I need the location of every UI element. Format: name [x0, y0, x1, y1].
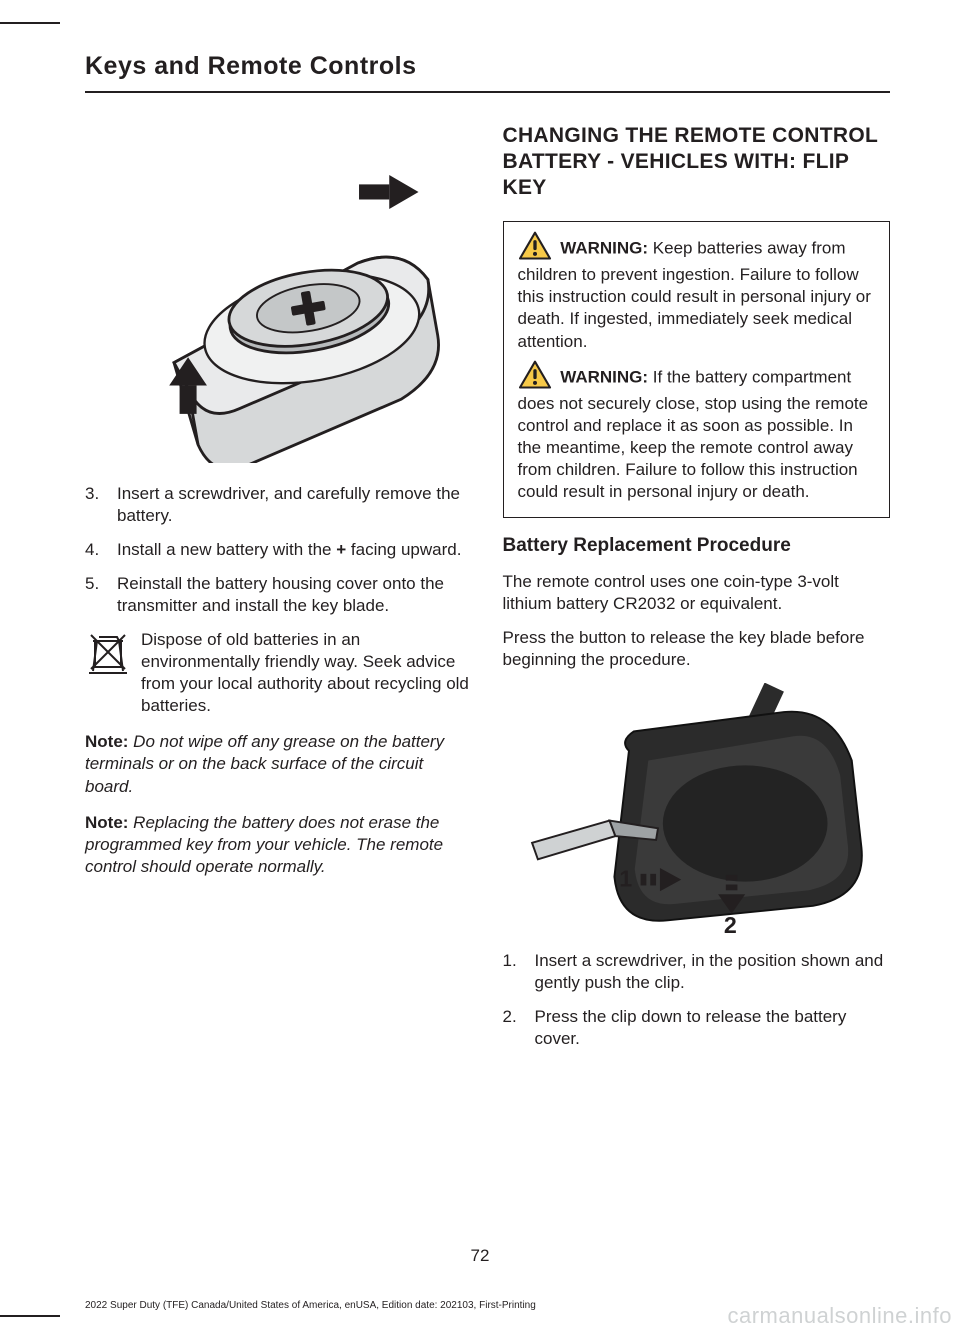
step-text: Reinstall the battery housing cover onto… — [117, 573, 473, 617]
no-trash-bin-icon — [85, 629, 131, 675]
left-column: 3. Insert a screwdriver, and carefully r… — [85, 123, 473, 1063]
watermark: carmanualsonline.info — [727, 1302, 952, 1331]
diagram-label-2: 2 — [723, 912, 736, 935]
step-number: 5. — [85, 573, 103, 617]
step-number: 3. — [85, 483, 103, 527]
warning-box: WARNING: Keep batteries away from childr… — [503, 221, 891, 518]
crop-mark — [0, 22, 60, 62]
note-2: Note: Replacing the battery does not era… — [85, 812, 473, 878]
page-title: Keys and Remote Controls — [85, 50, 890, 83]
step-text: Install a new battery with the + facing … — [117, 539, 473, 561]
recycle-text: Dispose of old batteries in an environme… — [141, 629, 473, 717]
recycle-advice: Dispose of old batteries in an environme… — [85, 629, 473, 717]
section-title: CHANGING THE REMOTE CONTROL BATTERY - VE… — [503, 123, 891, 202]
subsection-title: Battery Replacement Procedure — [503, 534, 891, 559]
right-steps: 1. Insert a screwdriver, in the position… — [503, 950, 891, 1050]
columns: 3. Insert a screwdriver, and carefully r… — [85, 123, 890, 1063]
step-number: 2. — [503, 1006, 521, 1050]
warning-label: WARNING: — [560, 367, 648, 386]
diagram-label-1: 1 — [619, 866, 632, 892]
page-number: 72 — [0, 1245, 960, 1267]
step-number: 1. — [503, 950, 521, 994]
footer-edition: 2022 Super Duty (TFE) Canada/United Stat… — [85, 1299, 536, 1312]
left-steps: 3. Insert a screwdriver, and carefully r… — [85, 483, 473, 617]
step-text: Insert a screwdriver, in the position sh… — [535, 950, 891, 994]
release-blade-instruction: Press the button to release the key blad… — [503, 627, 891, 671]
right-column: CHANGING THE REMOTE CONTROL BATTERY - VE… — [503, 123, 891, 1063]
step-1: 1. Insert a screwdriver, in the position… — [503, 950, 891, 994]
warning-triangle-icon — [518, 231, 552, 261]
warning-label: WARNING: — [560, 239, 648, 258]
note-1: Note: Do not wipe off any grease on the … — [85, 731, 473, 797]
step-3: 3. Insert a screwdriver, and carefully r… — [85, 483, 473, 527]
step-4: 4. Install a new battery with the + faci… — [85, 539, 473, 561]
note-text: Replacing the battery does not erase the… — [85, 813, 443, 876]
step-text: Insert a screwdriver, and carefully remo… — [117, 483, 473, 527]
warning-triangle-icon — [518, 360, 552, 390]
warning-text: If the battery compartment does not secu… — [518, 367, 869, 501]
note-text: Do not wipe off any grease on the batter… — [85, 732, 444, 795]
step-number: 4. — [85, 539, 103, 561]
key-fob-battery-illustration — [85, 123, 473, 463]
warning-1: WARNING: Keep batteries away from childr… — [518, 234, 876, 352]
page-content: Keys and Remote Controls — [0, 0, 960, 1063]
flip-key-illustration: 1 2 — [503, 683, 891, 938]
step-2: 2. Press the clip down to release the ba… — [503, 1006, 891, 1050]
battery-spec: The remote control uses one coin-type 3-… — [503, 571, 891, 615]
note-label: Note: — [85, 813, 128, 832]
note-label: Note: — [85, 732, 128, 751]
page-header: Keys and Remote Controls — [85, 50, 890, 93]
step-text: Press the clip down to release the batte… — [535, 1006, 891, 1050]
warning-2: WARNING: If the battery compartment does… — [518, 363, 876, 503]
crop-mark — [0, 1277, 60, 1317]
step-5: 5. Reinstall the battery housing cover o… — [85, 573, 473, 617]
